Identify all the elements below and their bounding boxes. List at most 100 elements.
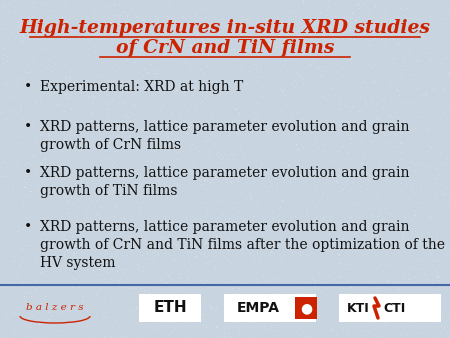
Point <box>369 14 376 20</box>
Point <box>343 37 351 42</box>
Point <box>197 76 204 82</box>
Point <box>433 274 441 280</box>
Point <box>193 317 200 322</box>
Point <box>339 235 346 240</box>
Point <box>205 321 212 327</box>
Point <box>6 165 14 170</box>
Point <box>435 188 442 194</box>
Point <box>124 154 131 160</box>
Point <box>22 260 30 265</box>
Point <box>228 230 235 236</box>
Point <box>142 270 149 275</box>
Point <box>245 37 252 42</box>
Point <box>371 36 378 41</box>
Point <box>421 271 428 276</box>
Point <box>424 137 431 142</box>
Point <box>255 100 262 105</box>
Point <box>317 9 324 15</box>
Point <box>111 213 118 218</box>
Point <box>259 150 266 155</box>
Point <box>158 234 165 240</box>
Point <box>78 177 85 182</box>
Point <box>327 25 334 30</box>
Point <box>281 58 288 64</box>
Point <box>170 257 177 262</box>
Point <box>409 300 416 306</box>
Point <box>221 224 229 230</box>
Point <box>50 230 58 236</box>
Point <box>208 125 216 130</box>
Point <box>23 42 30 48</box>
Point <box>365 328 373 334</box>
Point <box>1 159 8 165</box>
Point <box>51 175 59 180</box>
Point <box>357 136 364 141</box>
Point <box>320 319 327 324</box>
Point <box>240 17 248 22</box>
Point <box>59 208 66 213</box>
Point <box>113 13 120 18</box>
Text: EMPA: EMPA <box>237 301 279 315</box>
Point <box>121 266 128 271</box>
Point <box>411 228 418 233</box>
Point <box>261 184 268 189</box>
Point <box>278 18 285 24</box>
Point <box>142 158 149 164</box>
Point <box>330 255 338 261</box>
Point <box>20 32 27 38</box>
Point <box>434 300 441 306</box>
Point <box>53 125 60 130</box>
Point <box>290 8 297 14</box>
Point <box>299 75 306 81</box>
Point <box>29 69 36 74</box>
Point <box>355 95 362 100</box>
Point <box>245 34 252 40</box>
Point <box>97 87 104 92</box>
Point <box>332 116 339 121</box>
Point <box>206 179 213 185</box>
Point <box>9 29 16 34</box>
Point <box>322 98 329 103</box>
Point <box>88 234 95 240</box>
Point <box>442 56 449 61</box>
Point <box>32 161 39 166</box>
Point <box>429 20 436 25</box>
Point <box>129 315 136 321</box>
Point <box>199 321 207 327</box>
Point <box>246 250 253 256</box>
Point <box>279 317 286 323</box>
Point <box>246 235 253 240</box>
Point <box>170 42 177 48</box>
Point <box>177 209 184 215</box>
Point <box>276 205 283 210</box>
Point <box>60 0 67 6</box>
Point <box>396 280 404 285</box>
Point <box>265 42 272 48</box>
Point <box>2 335 9 338</box>
Point <box>301 50 308 55</box>
Point <box>93 33 100 38</box>
Point <box>330 123 338 129</box>
Point <box>428 258 436 263</box>
Point <box>270 82 278 87</box>
Point <box>130 103 138 108</box>
Point <box>369 100 376 105</box>
Point <box>345 328 352 334</box>
Point <box>144 250 151 255</box>
Point <box>342 220 349 226</box>
Point <box>351 24 359 29</box>
Point <box>193 253 200 259</box>
Point <box>306 247 314 252</box>
Point <box>392 40 399 46</box>
Point <box>177 306 184 311</box>
Point <box>424 148 431 153</box>
Point <box>98 6 105 12</box>
Point <box>421 92 428 98</box>
Point <box>428 87 436 92</box>
Point <box>232 279 239 284</box>
Point <box>250 309 257 314</box>
Point <box>362 98 369 103</box>
Point <box>238 73 245 78</box>
Point <box>220 329 227 335</box>
Point <box>10 94 17 99</box>
